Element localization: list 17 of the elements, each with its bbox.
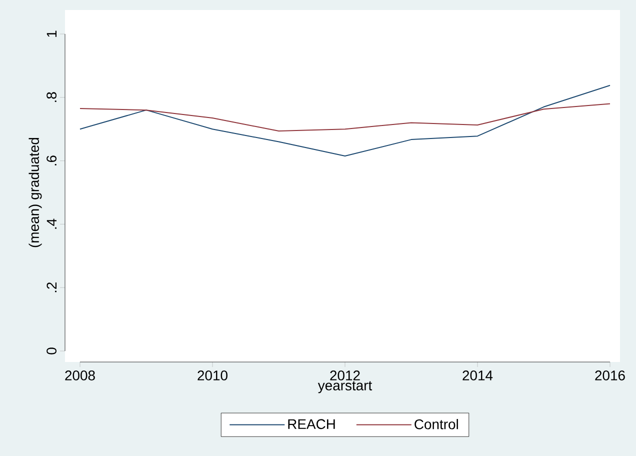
line-series [80,84,611,157]
y-tick-label: .8 [46,92,56,102]
x-tick-label: 2016 [595,370,625,380]
legend-label: Control [414,419,458,430]
x-tick-label: 2008 [65,370,95,380]
legend-label: REACH [288,419,335,430]
y-tick-label: 0 [46,348,56,354]
y-tick-label: 1 [46,30,56,37]
x-tick-label: 2012 [330,370,360,380]
y-tick-label: .4 [46,218,56,229]
x-tick-label: 2010 [198,370,228,380]
y-tick-label: .6 [46,156,56,166]
x-tick-label: 2014 [462,370,493,380]
line-series [80,103,611,132]
x-axis-title: yearstart [318,381,372,394]
y-axis-title: (mean) graduated [28,138,42,248]
y-tick-label: .2 [46,282,56,292]
